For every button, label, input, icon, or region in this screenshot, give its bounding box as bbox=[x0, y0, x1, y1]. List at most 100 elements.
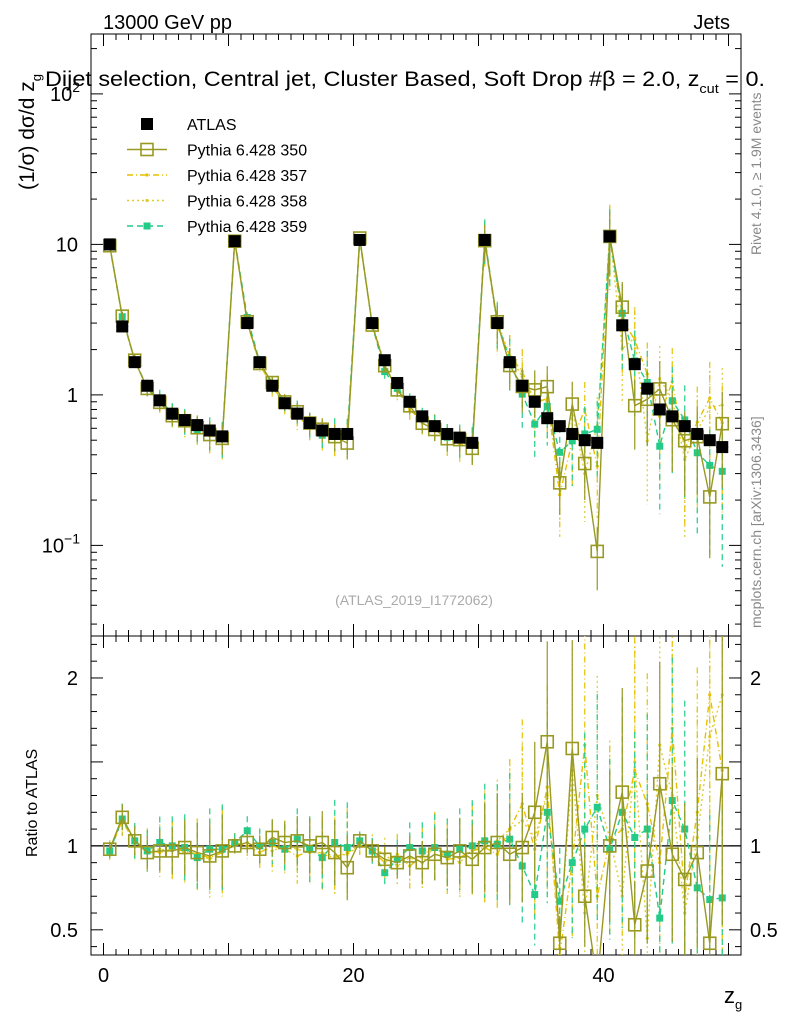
legend-series-3-label: Pythia 6.428 358 bbox=[187, 194, 307, 211]
series-1-ratio-point bbox=[327, 845, 342, 860]
series-4-main-point bbox=[706, 461, 714, 469]
atlas-data-point bbox=[353, 233, 366, 246]
series-1-main-point bbox=[565, 397, 580, 411]
x-tick-label: 20 bbox=[342, 965, 364, 987]
series-1-ratio-point bbox=[627, 917, 642, 932]
series-1-main-point bbox=[540, 379, 555, 394]
main-y-axis-label-sub: g bbox=[29, 74, 44, 81]
series-1-ratio-point bbox=[665, 847, 680, 862]
main-y-tick-label: 1 bbox=[67, 385, 78, 407]
atlas-data-point bbox=[303, 417, 316, 430]
series-1-main-point bbox=[590, 544, 605, 559]
atlas-data-point bbox=[103, 238, 116, 251]
atlas-data-point bbox=[266, 379, 279, 392]
series-4-main-point bbox=[568, 437, 576, 445]
atlas-data-point bbox=[428, 420, 441, 433]
series-3-main-point bbox=[708, 405, 712, 410]
series-4-ratio-point bbox=[706, 896, 714, 904]
series-1-ratio-point bbox=[465, 852, 480, 867]
series-4-main-point bbox=[656, 442, 664, 450]
atlas-data-point bbox=[216, 430, 229, 443]
series-1-ratio-point bbox=[127, 834, 142, 848]
atlas-data-point bbox=[441, 427, 454, 440]
series-2-ratio-point bbox=[708, 693, 712, 697]
series-4-ratio-point bbox=[656, 914, 664, 922]
atlas-data-point bbox=[653, 403, 666, 416]
series-1-ratio-point bbox=[615, 785, 630, 799]
atlas-data-point bbox=[316, 424, 329, 437]
series-1-ratio-point bbox=[540, 734, 555, 749]
plot-title-sub: cut bbox=[699, 81, 719, 96]
atlas-data-point bbox=[516, 379, 529, 392]
series-4-main-point bbox=[581, 430, 589, 438]
main-y-tick-label-exponent: 2 bbox=[72, 79, 80, 95]
atlas-data-point bbox=[591, 436, 604, 449]
x-tick-label: 0 bbox=[98, 965, 109, 987]
legend-series-1-label: Pythia 6.428 350 bbox=[187, 143, 307, 160]
ratio-y-tick-label: 1 bbox=[67, 836, 78, 858]
main-y-axis-label-main: (1/σ) dσ/d z bbox=[16, 81, 39, 190]
atlas-data-point bbox=[403, 395, 416, 408]
series-1-ratio-point bbox=[452, 844, 467, 858]
atlas-data-point bbox=[203, 424, 216, 437]
atlas-data-point bbox=[603, 230, 616, 243]
series-1-main-point bbox=[702, 490, 717, 504]
ratio-y-tick-label-right: 2 bbox=[750, 668, 761, 690]
mcplots-side-label: mcplots.cern.ch [arXiv:1306.3436] bbox=[748, 416, 764, 628]
series-3-ratio-line bbox=[109, 694, 723, 939]
series-1-ratio-point bbox=[365, 844, 380, 858]
ratio-y-axis-label: Ratio to ATLAS bbox=[24, 749, 41, 857]
ratio-y-tick-label: 0.5 bbox=[50, 920, 78, 942]
series-4-main-point bbox=[531, 420, 539, 428]
series-1-ratio-point bbox=[690, 845, 705, 860]
series-1-ratio-point bbox=[115, 810, 130, 825]
series-1-ratio-point bbox=[640, 864, 655, 878]
atlas-data-point bbox=[616, 319, 629, 332]
series-4-main-point bbox=[593, 425, 601, 433]
series-1-ratio-point bbox=[252, 842, 267, 857]
series-3-ratio-point bbox=[633, 760, 637, 764]
series-4-ratio-point bbox=[381, 869, 389, 877]
series-2-ratio-line bbox=[109, 694, 723, 955]
process-label: Jets bbox=[693, 12, 730, 34]
atlas-data-point bbox=[116, 320, 129, 333]
atlas-data-point bbox=[503, 356, 516, 369]
series-4-main-line bbox=[109, 237, 723, 472]
series-1-ratio-point bbox=[352, 834, 367, 848]
series-4-ratio-point bbox=[631, 833, 639, 841]
legend-series-4-marker bbox=[143, 222, 151, 230]
legend-series-2-marker bbox=[145, 173, 149, 177]
atlas-data-point bbox=[141, 379, 154, 392]
ratio-y-tick-label: 2 bbox=[67, 668, 78, 690]
atlas-data-point bbox=[641, 382, 654, 395]
series-1-ratio-point bbox=[415, 855, 430, 870]
atlas-data-point bbox=[466, 436, 479, 449]
ratio-y-tick-label-right: 1 bbox=[750, 836, 761, 858]
ratio-series-group bbox=[102, 636, 730, 955]
atlas-data-point bbox=[416, 410, 429, 423]
series-4-ratio-point bbox=[568, 859, 576, 867]
rivet-side-label: Rivet 4.1.0, ≥ 1.9M events bbox=[748, 92, 764, 255]
legend-series-3-marker bbox=[145, 198, 149, 203]
series-2-main-point bbox=[633, 338, 637, 342]
series-1-ratio-point bbox=[715, 766, 730, 781]
atlas-data-group bbox=[103, 230, 729, 454]
atlas-data-point bbox=[391, 376, 404, 389]
legend: ATLAS Pythia 6.428 350 Pythia 6.428 357 Pyt… bbox=[127, 117, 307, 236]
plot-title-tail: = 0. bbox=[719, 68, 765, 91]
atlas-data-point bbox=[191, 419, 204, 432]
plot-title-main: Dijet selection, Central jet, Cluster Ba… bbox=[45, 68, 699, 91]
atlas-data-point bbox=[453, 431, 466, 444]
atlas-data-point bbox=[378, 354, 391, 367]
analysis-id-label: (ATLAS_2019_I1772062) bbox=[335, 592, 493, 608]
series-1-ratio-point bbox=[565, 741, 580, 756]
series-4-ratio-point bbox=[243, 827, 251, 835]
main-y-tick-label: 10 bbox=[56, 234, 78, 256]
series-1-ratio-point bbox=[527, 805, 542, 820]
atlas-data-point bbox=[366, 317, 379, 330]
atlas-data-point bbox=[666, 410, 679, 423]
atlas-data-point bbox=[691, 427, 704, 440]
main-y-tick-label: 10−1 bbox=[42, 530, 80, 557]
plot-title: Dijet selection, Central jet, Cluster Ba… bbox=[45, 68, 765, 96]
